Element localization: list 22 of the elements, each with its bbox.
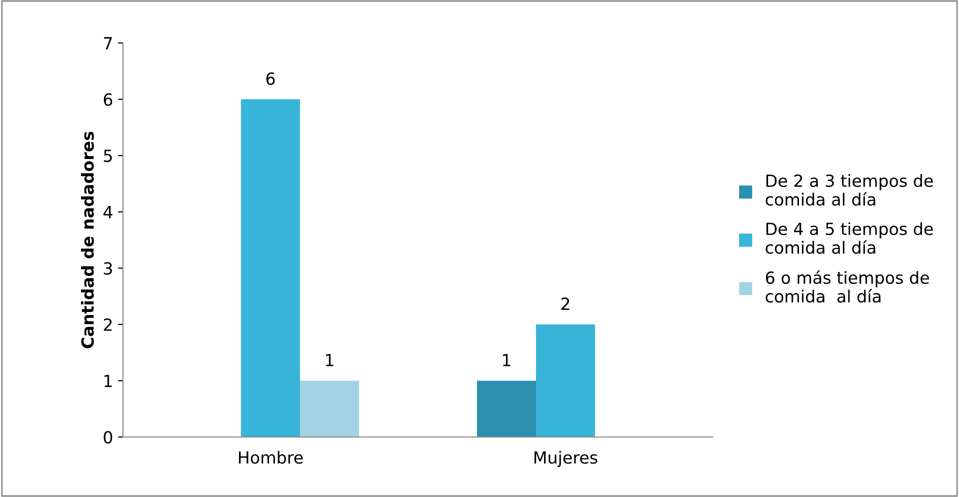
data-label: 1 — [503, 354, 510, 366]
x-tick-label: Hombre — [238, 450, 303, 464]
legend-label: 6 o más tiempos de comida al día — [766, 270, 929, 303]
bar — [241, 99, 300, 437]
x-tick-label: Mujeres — [534, 450, 598, 468]
bar — [477, 380, 536, 437]
y-tick-label: 2 — [104, 318, 112, 331]
y-axis-title: Cantidad de nadadores — [80, 132, 94, 348]
y-tick-label: 6 — [104, 93, 112, 106]
y-tick-label: 1 — [104, 374, 112, 388]
legend-label: De 2 a 3 tiempos de comida al día — [766, 174, 933, 206]
y-tick-label: 7 — [104, 37, 112, 50]
data-label: 1 — [326, 354, 334, 366]
y-tick-label: 4 — [103, 206, 112, 218]
legend-label: De 4 a 5 tiempos de comida al día — [766, 222, 933, 254]
data-label: 2 — [561, 297, 570, 310]
y-tick-label: 5 — [104, 150, 112, 162]
bar — [536, 324, 595, 437]
bar — [300, 380, 359, 437]
y-tick-label: 3 — [104, 262, 112, 275]
data-label: 6 — [266, 72, 275, 85]
y-tick-label: 0 — [104, 430, 112, 444]
